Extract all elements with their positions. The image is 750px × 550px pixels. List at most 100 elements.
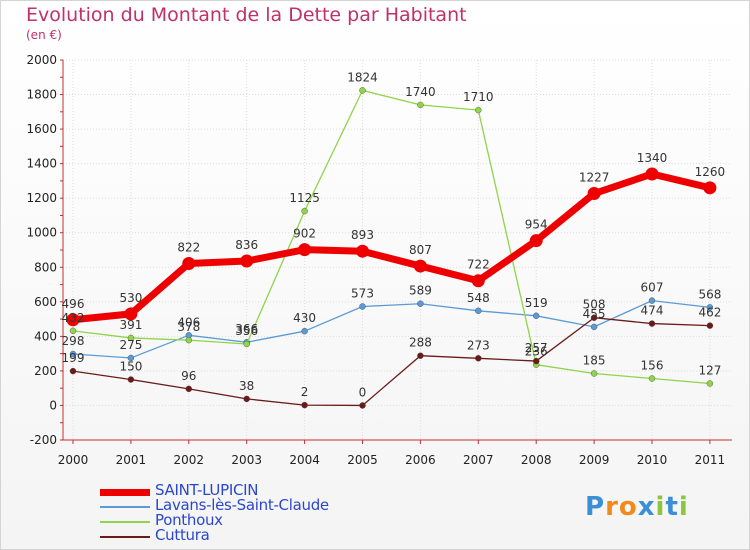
data-label: 1340 [637,151,668,165]
data-label: 462 [698,306,721,320]
data-label: 530 [119,291,142,305]
x-tick-label: 2005 [347,453,378,467]
series-lines [66,87,717,409]
data-label: 298 [62,334,85,348]
data-label: 519 [525,296,548,310]
data-label: 0 [359,385,367,399]
chart-subtitle: (en €) [26,28,62,42]
data-point [417,352,424,359]
data-label: 432 [62,311,85,325]
y-tick-label: 0 [49,398,57,412]
data-point [590,323,598,331]
data-label: 430 [293,311,316,325]
data-label: 902 [293,227,316,241]
data-point [475,355,482,362]
legend-swatch [100,536,150,538]
data-label: 1824 [347,70,378,84]
data-label: 288 [409,336,432,350]
data-point [66,313,80,327]
data-point [533,357,540,365]
data-point [127,354,135,362]
legend-label: Lavans-lès-Saint-Claude [155,496,329,514]
data-label: 836 [235,238,258,252]
data-label: 1125 [289,191,320,205]
y-tick-label: 400 [34,329,57,343]
data-point [69,367,77,375]
data-label: 807 [409,243,432,257]
data-label: 893 [351,228,374,242]
data-point [587,187,601,201]
data-label: 548 [467,291,490,305]
data-point [301,327,308,335]
data-label: 954 [525,218,548,232]
data-point [706,322,714,329]
data-label: 1740 [405,85,436,99]
data-label: 568 [698,287,721,301]
chart-title: Evolution du Montant de la Dette par Hab… [26,4,467,26]
data-point [359,303,366,310]
data-label: 366 [235,322,258,336]
x-tick-label: 2003 [231,453,262,467]
data-label: 573 [351,286,374,300]
y-tick-label: 1600 [26,122,57,136]
data-point [533,312,540,320]
data-label: 1710 [463,90,494,104]
y-tick-label: 1000 [26,226,57,240]
data-point [645,167,659,181]
series-line-2 [72,89,710,385]
data-label: 589 [409,284,432,298]
data-point [243,395,250,403]
data-label: 356 [235,324,258,338]
data-point [648,320,656,327]
data-point [359,87,366,94]
data-point [301,207,308,215]
x-tick-label: 2007 [463,453,494,467]
grid [63,59,732,441]
data-label: 236 [525,345,548,359]
legend-label: Cuttura [155,526,210,544]
y-tick-label: 1400 [26,157,57,171]
data-point [127,334,135,342]
data-point [69,327,77,335]
data-label: 378 [177,320,200,334]
data-point [648,297,656,304]
data-label: 1260 [695,165,726,179]
data-point [301,401,308,409]
data-label: 391 [119,318,142,332]
data-label: 607 [641,281,664,295]
x-tick-label: 2002 [174,453,205,467]
data-label: 156 [641,359,664,373]
x-tick-label: 2001 [116,453,147,467]
x-tick-label: 2010 [637,453,668,467]
legend-label: Ponthoux [155,511,223,529]
data-point [703,181,717,195]
data-point [706,380,714,387]
data-label: 455 [583,307,606,321]
legend-swatch [100,506,150,508]
data-point [185,385,193,393]
data-point [706,304,714,311]
legend-label: SAINT-LUPICIN [155,481,259,499]
data-label: 185 [583,354,606,368]
data-point [417,101,424,109]
data-point [475,106,482,114]
data-point [124,307,138,321]
y-tick-label: 1200 [26,191,57,205]
y-tick-label: 600 [34,295,57,309]
x-tick-label: 2006 [405,453,436,467]
data-label: 38 [239,379,254,393]
axes: -200 0 200 400 600 800 1000 1200 1400 1600 1800 200… [26,53,732,467]
legend-swatch [100,521,150,523]
data-label: 822 [177,240,200,254]
data-point [475,307,482,314]
data-point [529,234,543,248]
data-point [243,340,250,348]
data-point [417,300,424,307]
data-point [590,314,598,321]
y-tick-label: 200 [34,364,57,378]
x-tick-label: 2004 [289,453,320,467]
data-label: 199 [62,351,85,365]
data-label: 1227 [579,171,610,185]
